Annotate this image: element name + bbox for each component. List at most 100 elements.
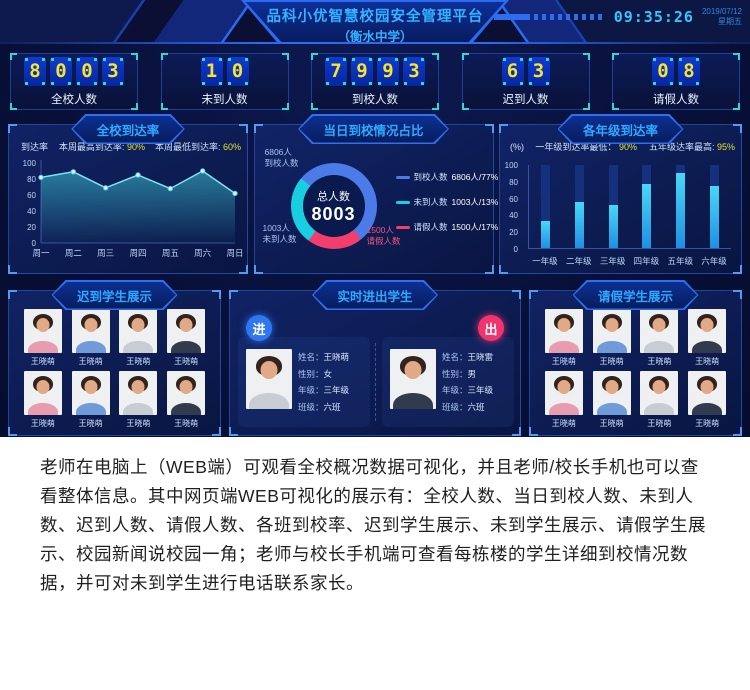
avatar-face	[36, 318, 50, 332]
app-subtitle: （衡水中学）	[337, 30, 413, 44]
digit-tile: 9	[377, 56, 399, 86]
student-card: 王晓萌	[167, 371, 206, 429]
legend-item-leave: 请假人数 1500人/17%	[395, 221, 498, 233]
panel-title-badge: 全校到达率	[71, 114, 185, 144]
student-card: 王晓萌	[119, 309, 158, 367]
panel-realtime-inout: 实时进出学生 进 出 姓名：王晓萌 性别：女 年级：三年级 班级：六班	[229, 290, 521, 436]
corner-bracket	[512, 427, 521, 436]
student-photo	[688, 309, 727, 353]
student-name: 王晓萌	[551, 357, 576, 366]
digit-tile: 6	[501, 56, 524, 86]
bar-track	[642, 165, 652, 248]
unit-label: (%)	[510, 142, 524, 152]
y-tick: 100	[504, 161, 518, 170]
avatar-body	[644, 341, 675, 353]
student-photo	[592, 309, 631, 353]
svg-text:周二: 周二	[65, 248, 83, 258]
enter-badge: 进	[246, 315, 272, 341]
bar-value	[608, 204, 618, 248]
svg-text:周六: 周六	[194, 248, 212, 258]
panel-title-badge: 请假学生展示	[572, 280, 698, 310]
student-card: 王晓萌	[592, 309, 631, 367]
avatar-body	[393, 393, 433, 409]
corner-bracket	[160, 103, 168, 110]
corner-bracket	[131, 103, 138, 110]
x-tick: 六年级	[701, 256, 727, 266]
arrival-rate-line-chart: 0 20 40 60 80 100 周一 周二 周三 周四 周五 周六 周日	[13, 157, 244, 270]
student-name: 王晓萌	[174, 419, 199, 428]
corner-bracket	[253, 265, 263, 274]
avatar-face	[605, 318, 619, 332]
student-name: 王晓萌	[78, 357, 103, 366]
avatar-face	[404, 361, 422, 379]
header: 品科小优智慧校园安全管理平台 （衡水中学） 09:35:26 2019/07/1…	[0, 0, 750, 44]
avatar-body	[75, 403, 106, 415]
corner-bracket	[160, 53, 168, 60]
student-name: 王晓萌	[599, 357, 624, 366]
corner-bracket	[461, 103, 469, 110]
student-photo	[246, 349, 292, 409]
student-card: 王晓萌	[119, 371, 158, 429]
panel-title: 各年级到达率	[559, 116, 682, 143]
student-name: 王晓萌	[599, 419, 624, 428]
avatar-body	[75, 341, 106, 353]
line-chart-header: 到达率 本周最高到达率: 90% 本周最低到达率: 60%	[21, 140, 241, 153]
student-photo	[71, 371, 110, 415]
corner-bracket	[229, 427, 238, 436]
bar-value	[574, 201, 584, 248]
corner-bracket	[229, 290, 238, 299]
avatar-body	[123, 341, 154, 353]
student-photo	[544, 371, 583, 415]
y-tick: 20	[509, 228, 518, 238]
corner-bracket	[8, 427, 17, 436]
student-card: 王晓萌	[71, 371, 110, 429]
digit-tile: 3	[527, 56, 550, 86]
info-row: 班级：六班	[298, 401, 341, 412]
avatar-body	[644, 403, 675, 415]
student-name: 王晓萌	[30, 357, 55, 366]
avatar-body	[171, 403, 202, 415]
svg-text:周三: 周三	[97, 248, 114, 258]
student-card: 王晓萌	[640, 371, 679, 429]
corner-bracket	[239, 124, 248, 133]
panel-title-badge: 迟到学生展示	[51, 280, 177, 310]
corner-bracket	[733, 427, 742, 436]
corner-bracket	[484, 124, 494, 133]
avatar-body	[596, 341, 627, 353]
avatar-face	[179, 380, 193, 394]
avatar-face	[179, 318, 193, 332]
digit-tile: 1	[200, 56, 223, 86]
grade-rate-bar-chart	[528, 165, 731, 249]
svg-text:100: 100	[23, 159, 37, 168]
corner-bracket	[131, 53, 138, 60]
panel-grade-rate: 各年级到达率 (%) 一年级到达率最低： 90% 五年级达率最高: 95% 10…	[499, 124, 742, 274]
corner-bracket	[461, 53, 469, 60]
corner-bracket	[582, 103, 590, 110]
stat-label: 迟到人数	[502, 93, 549, 106]
exit-badge: 出	[478, 315, 504, 341]
app-title: 品科小优智慧校园安全管理平台	[266, 9, 484, 25]
legend-item-absent: 未到人数 1003人/13%	[395, 196, 498, 208]
legend-swatch-cyan	[395, 200, 410, 204]
avatar-face	[84, 380, 98, 394]
annotation-low: 本周最低到达率: 60%	[154, 142, 241, 152]
avatar-body	[692, 341, 723, 353]
avatar-face	[652, 380, 666, 394]
avatar-face	[260, 361, 278, 379]
student-name: 王晓萌	[647, 357, 672, 366]
stat-label: 到校人数	[352, 93, 398, 106]
corner-bracket	[582, 53, 590, 60]
corner-bracket	[212, 427, 221, 436]
panel-title-badge: 各年级到达率	[557, 114, 683, 144]
student-name: 王晓萌	[174, 357, 199, 366]
header-decoration	[152, 0, 254, 44]
avatar-body	[171, 341, 202, 353]
svg-text:80: 80	[27, 175, 36, 184]
bar-chart-y-axis: 100 80 60 40 20 0	[500, 161, 524, 254]
avatar-face	[700, 318, 714, 332]
